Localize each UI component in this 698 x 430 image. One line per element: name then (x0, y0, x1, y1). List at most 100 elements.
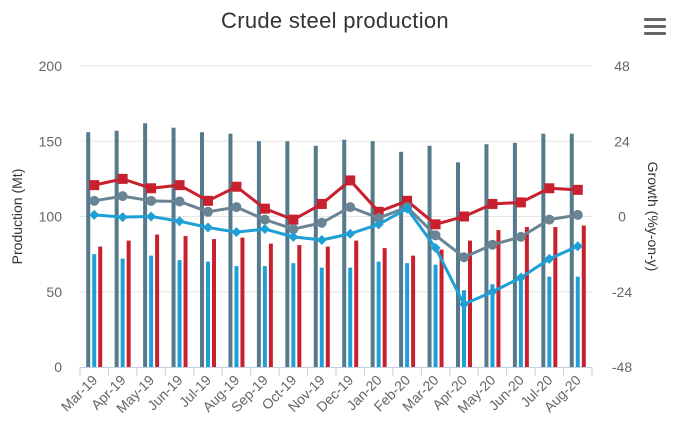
series-point (117, 173, 128, 184)
y-left-tick-label: 50 (46, 284, 62, 300)
series-point (146, 195, 157, 206)
series-point (345, 228, 356, 239)
y-left-axis-label: Production (Mt) (9, 169, 25, 265)
bar (512, 142, 517, 367)
series-point (316, 198, 327, 209)
series-point (430, 230, 441, 241)
bar (496, 230, 501, 367)
bar (354, 240, 359, 367)
series-point (430, 242, 441, 253)
bar (547, 276, 552, 367)
series-point (231, 181, 242, 192)
y-right-tick-label: -24 (612, 284, 632, 300)
series-point (117, 212, 128, 223)
series-point (402, 195, 413, 206)
bar (575, 276, 580, 367)
series-point (146, 211, 157, 222)
bar (200, 132, 204, 367)
series-point (117, 191, 128, 202)
y-left-tick-label: 100 (39, 209, 63, 225)
bar (524, 227, 529, 367)
bar (297, 245, 302, 367)
bar (439, 249, 444, 367)
series-point (373, 213, 384, 224)
series-point (544, 214, 555, 225)
bar (382, 248, 387, 367)
y-left-tick-label: 0 (54, 359, 62, 375)
series-point (459, 211, 469, 222)
bar (256, 141, 261, 367)
bar (268, 243, 273, 367)
series-point (174, 180, 185, 191)
series-point (89, 180, 100, 191)
series-point (174, 196, 185, 207)
series-point (544, 253, 555, 264)
series-point (402, 203, 413, 214)
bar (206, 261, 210, 367)
bar (155, 234, 160, 367)
bar (92, 254, 97, 367)
series-point (259, 224, 270, 235)
series-point (288, 214, 299, 225)
series-point (89, 209, 100, 220)
series-point (174, 216, 185, 227)
bar (581, 225, 586, 367)
series-point (288, 224, 299, 235)
series-point (345, 175, 356, 186)
series-point (572, 184, 583, 195)
bar (285, 141, 290, 367)
series-line (93, 194, 579, 259)
y-right-axis-label: Growth (%y-on-y) (645, 162, 661, 272)
bar (240, 237, 245, 367)
series-point (259, 214, 270, 225)
bar (490, 284, 495, 367)
bar (456, 162, 460, 367)
bar (171, 127, 176, 367)
series-point (430, 219, 441, 230)
bar (405, 263, 410, 367)
series-point (373, 206, 384, 217)
hamburger-menu-icon[interactable] (644, 18, 666, 36)
bar (342, 139, 347, 367)
bar (86, 132, 91, 367)
series-point (231, 227, 242, 238)
bar (114, 130, 119, 367)
bar (183, 236, 188, 367)
bar (399, 151, 404, 367)
series-point (259, 203, 270, 214)
y-right-tick-label: 0 (618, 209, 626, 225)
series-point (203, 195, 213, 206)
bar (518, 279, 523, 367)
bar (120, 258, 125, 367)
bar (149, 255, 154, 367)
y-right-tick-label: -48 (612, 359, 632, 375)
bar (325, 246, 330, 367)
bar (468, 240, 472, 367)
bar (553, 227, 558, 367)
series-point (316, 235, 327, 246)
bar (212, 239, 216, 367)
series-point (487, 286, 498, 297)
bar (177, 260, 182, 367)
bar (370, 141, 375, 367)
series-point (203, 206, 213, 217)
series-point (487, 239, 498, 250)
series-point (345, 202, 356, 213)
series-point (203, 222, 213, 233)
series-point (459, 299, 469, 310)
bar (262, 266, 267, 367)
series-point (231, 202, 242, 213)
bar (291, 263, 296, 367)
bar (313, 145, 318, 367)
bar (433, 264, 438, 367)
series-point (515, 231, 526, 242)
y-right-tick-label: 24 (614, 133, 630, 149)
series-point (515, 197, 526, 208)
series-point (89, 195, 100, 206)
series-point (373, 219, 384, 230)
bar (319, 267, 324, 367)
series-point (146, 183, 157, 194)
y-right-tick-label: 48 (614, 58, 630, 74)
